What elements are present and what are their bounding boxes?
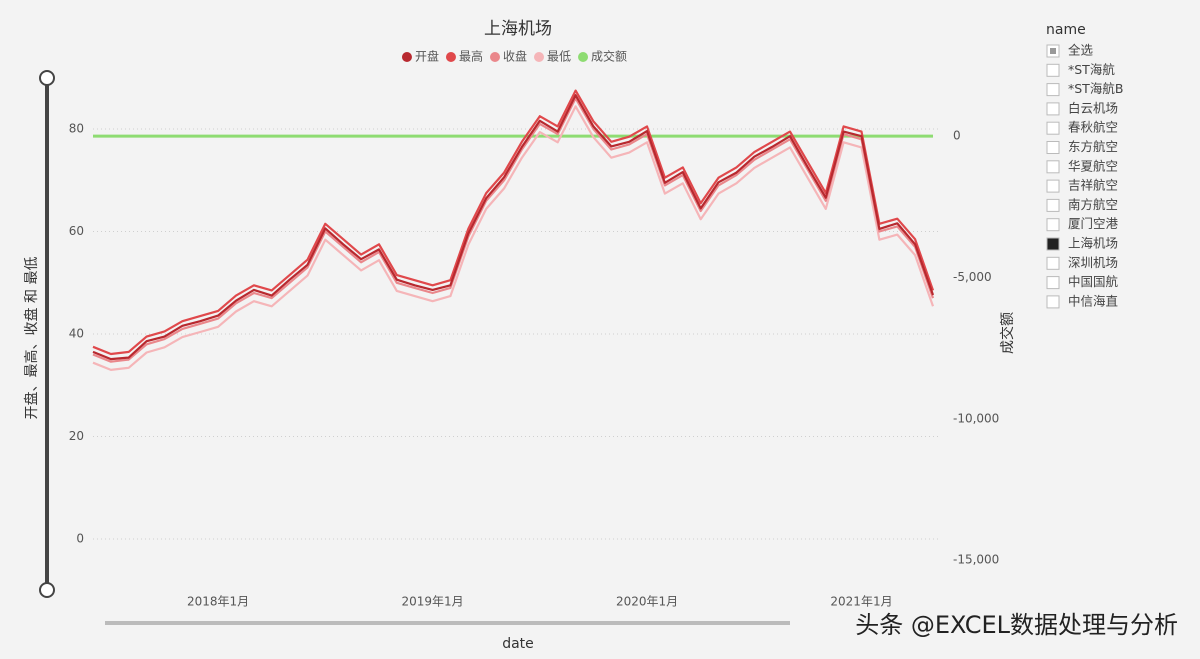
legend-marker <box>445 52 456 62</box>
slicer-checkbox[interactable] <box>1046 198 1060 212</box>
slicer-item-label[interactable]: 中国国航 <box>1068 274 1119 289</box>
legend-marker <box>489 52 500 62</box>
slicer-item-label[interactable]: 深圳机场 <box>1068 255 1118 270</box>
legend-label[interactable]: 最低 <box>547 50 571 64</box>
x-axis-title: date <box>502 636 534 652</box>
slicer-item-label[interactable]: 中信海直 <box>1068 293 1118 308</box>
slicer-item-label[interactable]: 上海机场 <box>1068 236 1118 251</box>
watermark: 头条 @EXCEL数据处理与分析 <box>855 611 1178 639</box>
slicer-checkbox[interactable] <box>1046 276 1060 290</box>
series-line <box>92 97 935 363</box>
y-tick-label: 60 <box>69 224 84 238</box>
slicer-checkbox[interactable] <box>1046 218 1060 232</box>
slicer-checkbox-partial <box>1050 48 1056 54</box>
y2-tick-label: -5,000 <box>953 270 992 284</box>
chart-title: 上海机场 <box>484 19 552 39</box>
y-tick-label: 40 <box>69 327 84 341</box>
slicer-item-label[interactable]: 南方航空 <box>1068 197 1118 212</box>
slicer-item-label[interactable]: 全选 <box>1068 43 1094 58</box>
slicer-checkbox[interactable] <box>1046 295 1060 309</box>
legend-label[interactable]: 开盘 <box>415 49 439 64</box>
y2-tick-label: -10,000 <box>953 411 999 425</box>
y-tick-label: 20 <box>69 429 84 443</box>
y-axis-title: 开盘、最高、收盘 和 最低 <box>23 257 40 420</box>
x-tick-label: 2020年1月 <box>616 595 678 609</box>
y-tick-label: 0 <box>76 532 84 546</box>
slicer-item-label[interactable]: 华夏航空 <box>1068 158 1118 173</box>
slicer-checkbox[interactable] <box>1046 102 1060 116</box>
y2-axis-title: 成交额 <box>999 312 1016 354</box>
slider-handle[interactable] <box>39 582 55 598</box>
x-tick-label: 2019年1月 <box>401 595 463 609</box>
legend-label[interactable]: 最高 <box>459 49 483 64</box>
y2-tick-label: -15,000 <box>953 553 999 567</box>
legend-marker <box>401 52 412 62</box>
slicer-item-label[interactable]: 厦门空港 <box>1068 216 1119 231</box>
slider-handle[interactable] <box>39 70 55 86</box>
legend-label[interactable]: 收盘 <box>503 49 527 64</box>
slicer-checkbox[interactable] <box>1046 141 1060 154</box>
series-line <box>92 105 935 371</box>
legend-marker <box>534 52 545 62</box>
y2-tick-label: 0 <box>953 129 961 143</box>
slicer-checkbox[interactable] <box>1046 121 1060 135</box>
x-tick-label: 2021年1月 <box>830 595 892 609</box>
slicer-checkbox[interactable] <box>1046 256 1060 270</box>
slicer-item-label[interactable]: 春秋航空 <box>1068 120 1118 135</box>
series-line <box>92 94 935 361</box>
series-line <box>92 89 935 356</box>
legend-label[interactable]: 成交额 <box>591 49 627 64</box>
legend-marker <box>578 52 589 62</box>
slicer-item-label[interactable]: 白云机场 <box>1068 100 1118 115</box>
slicer-item-label[interactable]: *ST海航 <box>1068 62 1115 77</box>
y-tick-label: 80 <box>69 122 84 136</box>
slicer-checkbox[interactable] <box>1046 63 1060 77</box>
slicer-checkbox[interactable] <box>1046 83 1060 97</box>
slicer-item-label[interactable]: 东方航空 <box>1068 139 1118 154</box>
slicer-item-label[interactable]: *ST海航B <box>1068 81 1123 96</box>
slicer-checkbox[interactable] <box>1046 160 1060 174</box>
slicer-checkbox[interactable] <box>1046 179 1060 193</box>
slicer-checkbox[interactable] <box>1046 237 1060 251</box>
x-tick-label: 2018年1月 <box>187 595 249 609</box>
slicer-title: name <box>1046 22 1086 38</box>
slicer-item-label[interactable]: 吉祥航空 <box>1068 178 1118 193</box>
